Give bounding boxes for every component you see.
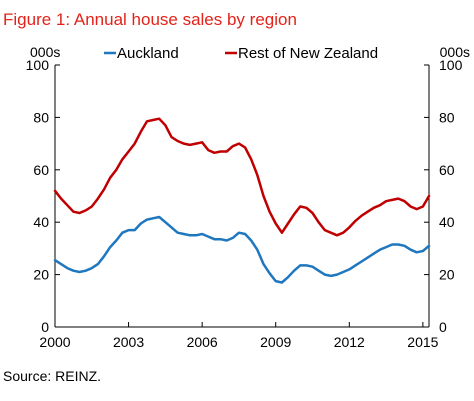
series-lines [53, 117, 431, 284]
x-tick-label: 2012 [334, 334, 365, 350]
right-y-tick-label: 80 [439, 109, 455, 125]
y-tick-label: 80 [33, 109, 49, 125]
tick-marks [54, 64, 429, 328]
x-tick-labels: 2000 2003 2006 2009 2012 2015 [39, 334, 438, 350]
right-y-tick-label: 100 [439, 57, 463, 73]
x-tick-label: 2015 [407, 334, 438, 350]
chart-title: Figure 1: Annual house sales by region [3, 10, 297, 29]
x-tick-label: 2006 [187, 334, 218, 350]
x-tick-label: 2009 [260, 334, 291, 350]
left-axis-unit: 000s [30, 44, 60, 60]
legend: Auckland Rest of New Zealand [104, 45, 378, 62]
right-axis-unit: 000s [440, 44, 470, 60]
legend-label-auckland: Auckland [117, 45, 179, 62]
right-y-tick-label: 60 [439, 162, 455, 178]
series-line-auckland [53, 215, 431, 284]
right-y-tick-label: 20 [439, 267, 455, 283]
x-tick-label: 2003 [113, 334, 144, 350]
y-tick-label: 40 [33, 214, 49, 230]
y-tick-label: 100 [26, 57, 50, 73]
y-tick-label: 20 [33, 267, 49, 283]
y-tick-label: 60 [33, 162, 49, 178]
right-y-tick-label: 0 [439, 319, 447, 335]
x-tick-label: 2000 [39, 334, 70, 350]
left-y-tick-labels: 0 20 40 60 80 100 [26, 57, 50, 335]
right-y-tick-label: 40 [439, 214, 455, 230]
axes [54, 65, 430, 328]
legend-label-rest: Rest of New Zealand [238, 45, 378, 62]
y-tick-label: 0 [41, 319, 49, 335]
series-line-rest-of-new-zealand [53, 117, 431, 237]
source-note: Source: REINZ. [3, 368, 101, 384]
right-y-tick-labels: 0 20 40 60 80 100 [439, 57, 463, 335]
